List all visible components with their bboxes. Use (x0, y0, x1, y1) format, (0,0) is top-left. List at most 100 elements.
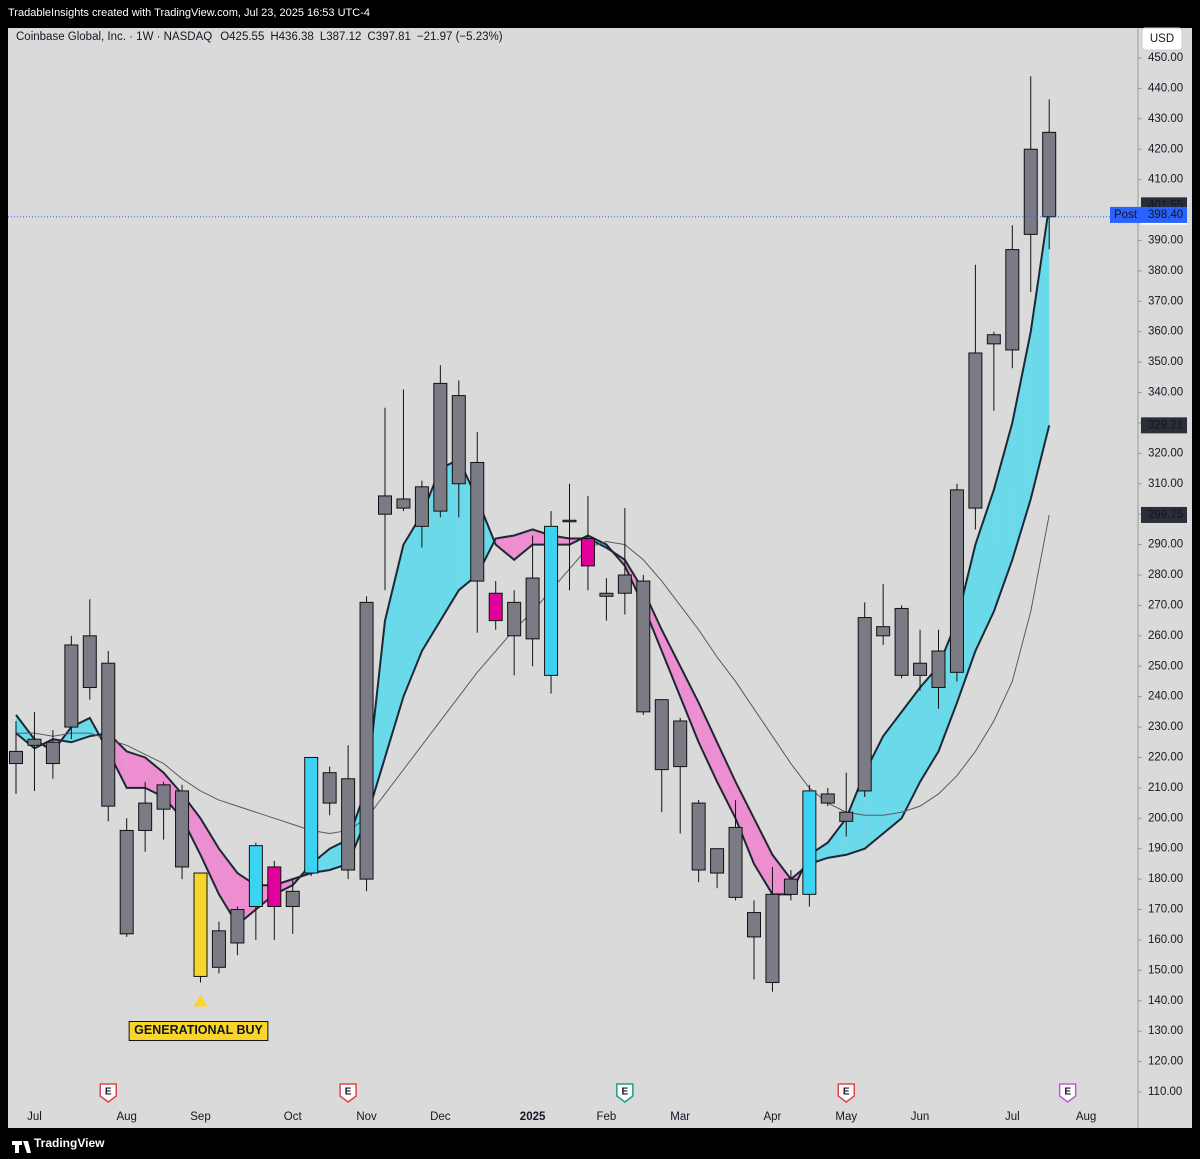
buy-marker (193, 994, 208, 1007)
candle-body (820, 793, 835, 804)
candle-body (64, 644, 79, 728)
candle-body (175, 790, 190, 868)
candle-body (341, 778, 356, 871)
candle-body (765, 893, 780, 984)
candle-body (580, 538, 595, 567)
candle-body (894, 607, 909, 676)
candle-body (839, 811, 854, 822)
y-tick-label: 340.00 (1148, 387, 1183, 399)
earnings-label: E (843, 1087, 850, 1098)
x-tick-label: 2025 (520, 1111, 546, 1123)
header: TradableInsights created with TradingVie… (8, 7, 370, 19)
earnings-icon[interactable] (339, 1083, 357, 1103)
ribbon-fill (975, 489, 994, 652)
candle-body (562, 519, 577, 523)
earnings-label: E (1064, 1087, 1071, 1098)
post-label: Post (1114, 209, 1138, 221)
x-tick-label: Aug (116, 1111, 136, 1123)
candle-body (451, 395, 466, 485)
y-tick-label: 120.00 (1148, 1056, 1183, 1068)
y-tick-label: 230.00 (1148, 721, 1183, 733)
x-tick-label: Nov (356, 1111, 377, 1123)
y-tick-label: 370.00 (1148, 295, 1183, 307)
currency[interactable]: USD (1150, 33, 1174, 45)
ribbon-fill (717, 742, 736, 819)
candle-body (728, 826, 743, 898)
ribbon-fill (827, 818, 847, 858)
y-tick-label: 450.00 (1148, 52, 1183, 64)
x-tick-label: May (835, 1111, 857, 1123)
ribbon-fill (71, 717, 90, 743)
candle-body (599, 592, 614, 597)
candle-body (857, 617, 872, 792)
candle-body (525, 577, 540, 640)
y-tick-label: 210.00 (1148, 782, 1183, 794)
ribbon-fill (993, 422, 1013, 612)
ribbon-fill (680, 666, 699, 743)
x-tick-label: Apr (763, 1111, 781, 1123)
candle-body (248, 845, 263, 907)
candle-body (101, 662, 116, 807)
candle-body (82, 635, 97, 689)
ribbon-fill (754, 818, 773, 895)
earnings-label: E (622, 1087, 629, 1098)
y-tick-label: 260.00 (1148, 630, 1183, 642)
y-tick-label: 200.00 (1148, 812, 1183, 824)
earnings-label: E (345, 1087, 352, 1098)
x-tick-label: Aug (1076, 1111, 1096, 1123)
chart-title: Coinbase Global, Inc. · 1W · NASDAQ (16, 31, 212, 43)
x-tick-label: Jun (911, 1111, 930, 1123)
line-last-value-box (1141, 506, 1187, 523)
x-tick-label: Jul (27, 1111, 42, 1123)
candle-body (156, 784, 171, 810)
candle-body (433, 382, 448, 512)
earnings-label: E (105, 1087, 112, 1098)
earnings-icon[interactable] (616, 1083, 634, 1103)
y-tick-label: 280.00 (1148, 569, 1183, 581)
ribbon-fill (901, 687, 921, 819)
currency-button[interactable] (1141, 27, 1183, 51)
ohlc-value: C397.81 (367, 31, 410, 43)
x-tick-label: Feb (596, 1111, 616, 1123)
candle-body (304, 756, 319, 874)
line-last-value: 299.75 (1148, 509, 1183, 521)
ribbon-fill (126, 751, 146, 788)
candle-body (138, 802, 153, 831)
ribbon-fill (1012, 331, 1031, 560)
candle-body (986, 334, 1001, 345)
y-tick-label: 360.00 (1148, 326, 1183, 338)
ribbon-fill (200, 818, 219, 895)
x-tick-label: Jul (1005, 1111, 1020, 1123)
candle-body (396, 498, 411, 509)
earnings-icon[interactable] (1058, 1083, 1077, 1103)
x-tick-label: Dec (430, 1111, 451, 1123)
candle-body (931, 650, 946, 689)
ribbon-fill (385, 544, 404, 758)
y-tick-label: 170.00 (1148, 904, 1183, 916)
y-tick-label: 410.00 (1148, 174, 1183, 186)
line-last-value: 329.21 (1148, 419, 1183, 431)
y-tick-label: 180.00 (1148, 873, 1183, 885)
y-tick-label: 320.00 (1148, 447, 1183, 459)
y-tick-label: 380.00 (1148, 265, 1183, 277)
y-tick-label: 220.00 (1148, 752, 1183, 764)
candle-body (322, 772, 337, 804)
post-value: 398.40 (1148, 209, 1183, 221)
candle-body (285, 890, 300, 907)
y-tick-label: 250.00 (1148, 660, 1183, 672)
candle-body (507, 601, 522, 637)
brand: TradingView (34, 1136, 105, 1150)
ribbon-fill (883, 711, 902, 834)
x-tick-label: Sep (190, 1111, 210, 1123)
candle-body (654, 699, 669, 771)
ribbon-fill (661, 629, 681, 697)
ribbon-fill (495, 535, 515, 560)
earnings-icon[interactable] (837, 1083, 855, 1103)
y-tick-label: 190.00 (1148, 843, 1183, 855)
ribbon-fill (920, 666, 939, 782)
earnings-icon[interactable] (99, 1083, 117, 1103)
post-box (1110, 206, 1187, 223)
candle-body (45, 741, 60, 765)
candle-body (359, 601, 374, 880)
